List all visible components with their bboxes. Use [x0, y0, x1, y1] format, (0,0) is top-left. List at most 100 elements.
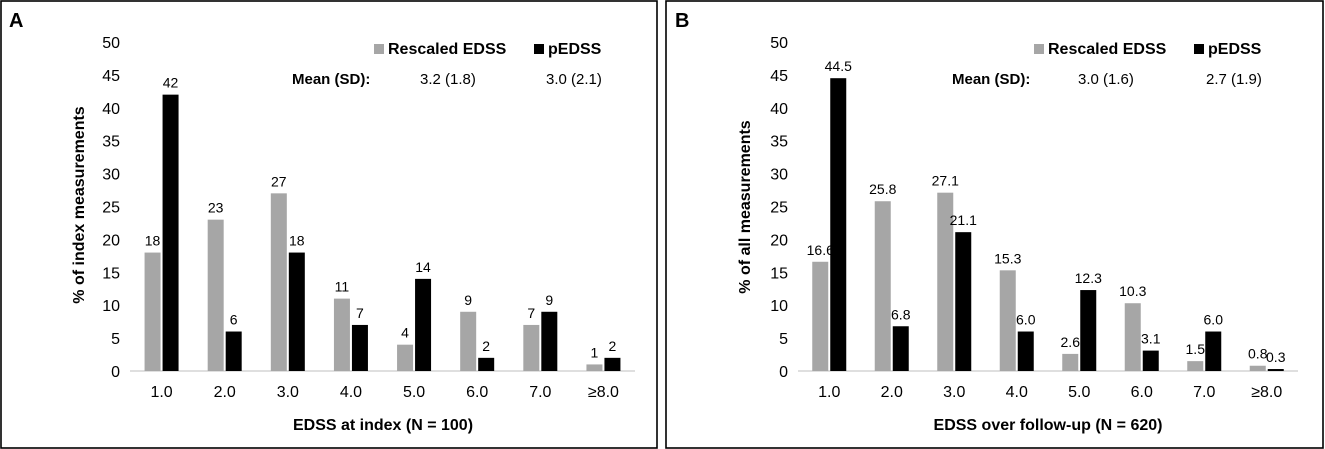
x-axis-title: EDSS at index (N = 100)	[293, 417, 473, 434]
panel-b: B 0 5 10 15 20 25 30 35 40 45 50 16.6 44.5 1.0 25.8 6.8…	[665, 0, 1324, 449]
bar-pedss	[604, 357, 621, 371]
bar-label-rescaled: 11	[335, 279, 350, 295]
bar-rescaled	[397, 344, 414, 371]
bar-rescaled	[812, 261, 829, 371]
x-tick-label: 4.0	[340, 384, 362, 401]
y-tick-label: 20	[102, 232, 120, 249]
bar-rescaled	[333, 298, 350, 371]
legend-label-rescaled: Rescaled EDSS	[388, 41, 507, 58]
bar-pedss	[541, 311, 558, 371]
bar-label-pedss: 6.0	[1204, 312, 1224, 328]
bar-label-pedss: 44.5	[825, 58, 852, 74]
y-axis-title: % of index measurements	[71, 106, 88, 304]
bar-rescaled	[937, 192, 954, 371]
bar-rescaled	[523, 324, 540, 371]
panel-a-marks: 0510152025303540455018421.02362.027183.0…	[102, 35, 635, 401]
panel-a-letter: A	[9, 10, 23, 32]
legend-label-rescaled: Rescaled EDSS	[1048, 41, 1167, 58]
bar-pedss	[415, 278, 432, 371]
legend-swatch-rescaled	[1034, 44, 1044, 54]
bar-rescaled	[270, 193, 287, 371]
bar-label-pedss: 2	[609, 338, 617, 354]
bar-label-rescaled: 0.8	[1248, 346, 1268, 362]
bar-label-pedss: 7	[356, 305, 364, 321]
bar-label-rescaled: 1.5	[1186, 341, 1206, 357]
x-tick-label: 7.0	[529, 384, 551, 401]
mean-sd-label: Mean (SD):	[292, 71, 370, 88]
bar-label-rescaled: 23	[208, 200, 224, 216]
panel-b-letter: B	[675, 10, 689, 32]
bar-pedss	[892, 326, 909, 371]
x-tick-label: 4.0	[1006, 384, 1028, 401]
bar-rescaled	[1187, 361, 1204, 371]
mean-sd-rescaled: 3.0 (1.6)	[1078, 71, 1134, 88]
y-tick-label: 20	[770, 232, 788, 249]
bar-pedss	[162, 94, 179, 371]
panel-a: A 0510152025303540455018421.02362.027183…	[0, 0, 658, 449]
legend-label-pedss: pEDSS	[1208, 41, 1262, 58]
y-tick-label: 25	[102, 200, 120, 217]
y-tick-label: 40	[102, 101, 120, 118]
x-tick-label: 3.0	[277, 384, 299, 401]
bar-rescaled	[144, 252, 161, 371]
bar-label-pedss: 9	[545, 292, 553, 308]
y-tick-label: 50	[770, 35, 788, 52]
panel-b-marks: 0 5 10 15 20 25 30 35 40 45 50 16.6 44.5 1.0 25.8 6.8 2.…	[770, 35, 1298, 401]
x-tick-label: 2.0	[214, 384, 236, 401]
y-axis-title: % of all measurements	[737, 120, 754, 294]
legend-swatch-pedss	[1194, 44, 1204, 54]
bar-label-rescaled: 10.3	[1119, 283, 1146, 299]
bar-label-pedss: 2	[482, 338, 490, 354]
bar-rescaled	[999, 270, 1016, 371]
bar-rescaled	[874, 201, 891, 371]
bar-label-rescaled: 7	[527, 305, 535, 321]
bar-label-pedss: 6.8	[891, 306, 911, 322]
x-tick-label: 5.0	[1068, 384, 1090, 401]
x-tick-label: ≥8.0	[1251, 384, 1282, 401]
y-tick-label: 35	[102, 134, 120, 151]
bar-label-pedss: 6.0	[1016, 312, 1036, 328]
bar-label-rescaled: 18	[145, 233, 161, 249]
x-tick-label: 5.0	[403, 384, 425, 401]
bar-label-rescaled: 4	[401, 325, 409, 341]
mean-sd-rescaled: 3.2 (1.8)	[420, 71, 476, 88]
bar-pedss	[1080, 290, 1097, 371]
y-tick-label: 0	[111, 364, 120, 381]
y-tick-label: 30	[770, 167, 788, 184]
bar-pedss	[225, 331, 242, 371]
bar-pedss	[955, 232, 972, 371]
x-tick-label: 6.0	[466, 384, 488, 401]
panel-b-frame	[665, 0, 1324, 449]
bar-pedss	[351, 324, 368, 371]
x-tick-label: 1.0	[150, 384, 172, 401]
y-tick-label: 5	[779, 331, 788, 348]
bar-pedss	[1267, 369, 1284, 371]
bar-pedss	[288, 252, 305, 371]
x-tick-label: 3.0	[943, 384, 965, 401]
y-tick-label: 35	[770, 134, 788, 151]
bar-pedss	[830, 78, 847, 371]
bar-rescaled	[1124, 303, 1141, 371]
bar-label-rescaled: 27	[271, 173, 287, 189]
mean-sd-label: Mean (SD):	[952, 71, 1030, 88]
panel-a-frame	[0, 0, 658, 449]
y-tick-label: 45	[102, 68, 120, 85]
y-tick-label: 10	[102, 298, 120, 315]
bar-label-rescaled: 9	[464, 292, 472, 308]
y-tick-label: 30	[102, 167, 120, 184]
x-tick-label: ≥8.0	[588, 384, 619, 401]
y-tick-label: 15	[102, 265, 120, 282]
bar-rescaled	[1249, 365, 1266, 371]
bar-label-pedss: 21.1	[950, 212, 977, 228]
bar-rescaled	[207, 219, 224, 371]
bar-label-pedss: 18	[289, 233, 305, 249]
x-tick-label: 7.0	[1193, 384, 1215, 401]
legend-label-pedss: pEDSS	[548, 41, 602, 58]
mean-sd-pedss: 2.7 (1.9)	[1206, 71, 1262, 88]
bar-label-pedss: 6	[230, 312, 238, 328]
bar-label-pedss: 12.3	[1075, 270, 1102, 286]
x-tick-label: 1.0	[818, 384, 840, 401]
x-axis-title: EDSS over follow-up (N = 620)	[934, 417, 1163, 434]
mean-sd-pedss: 3.0 (2.1)	[546, 71, 602, 88]
